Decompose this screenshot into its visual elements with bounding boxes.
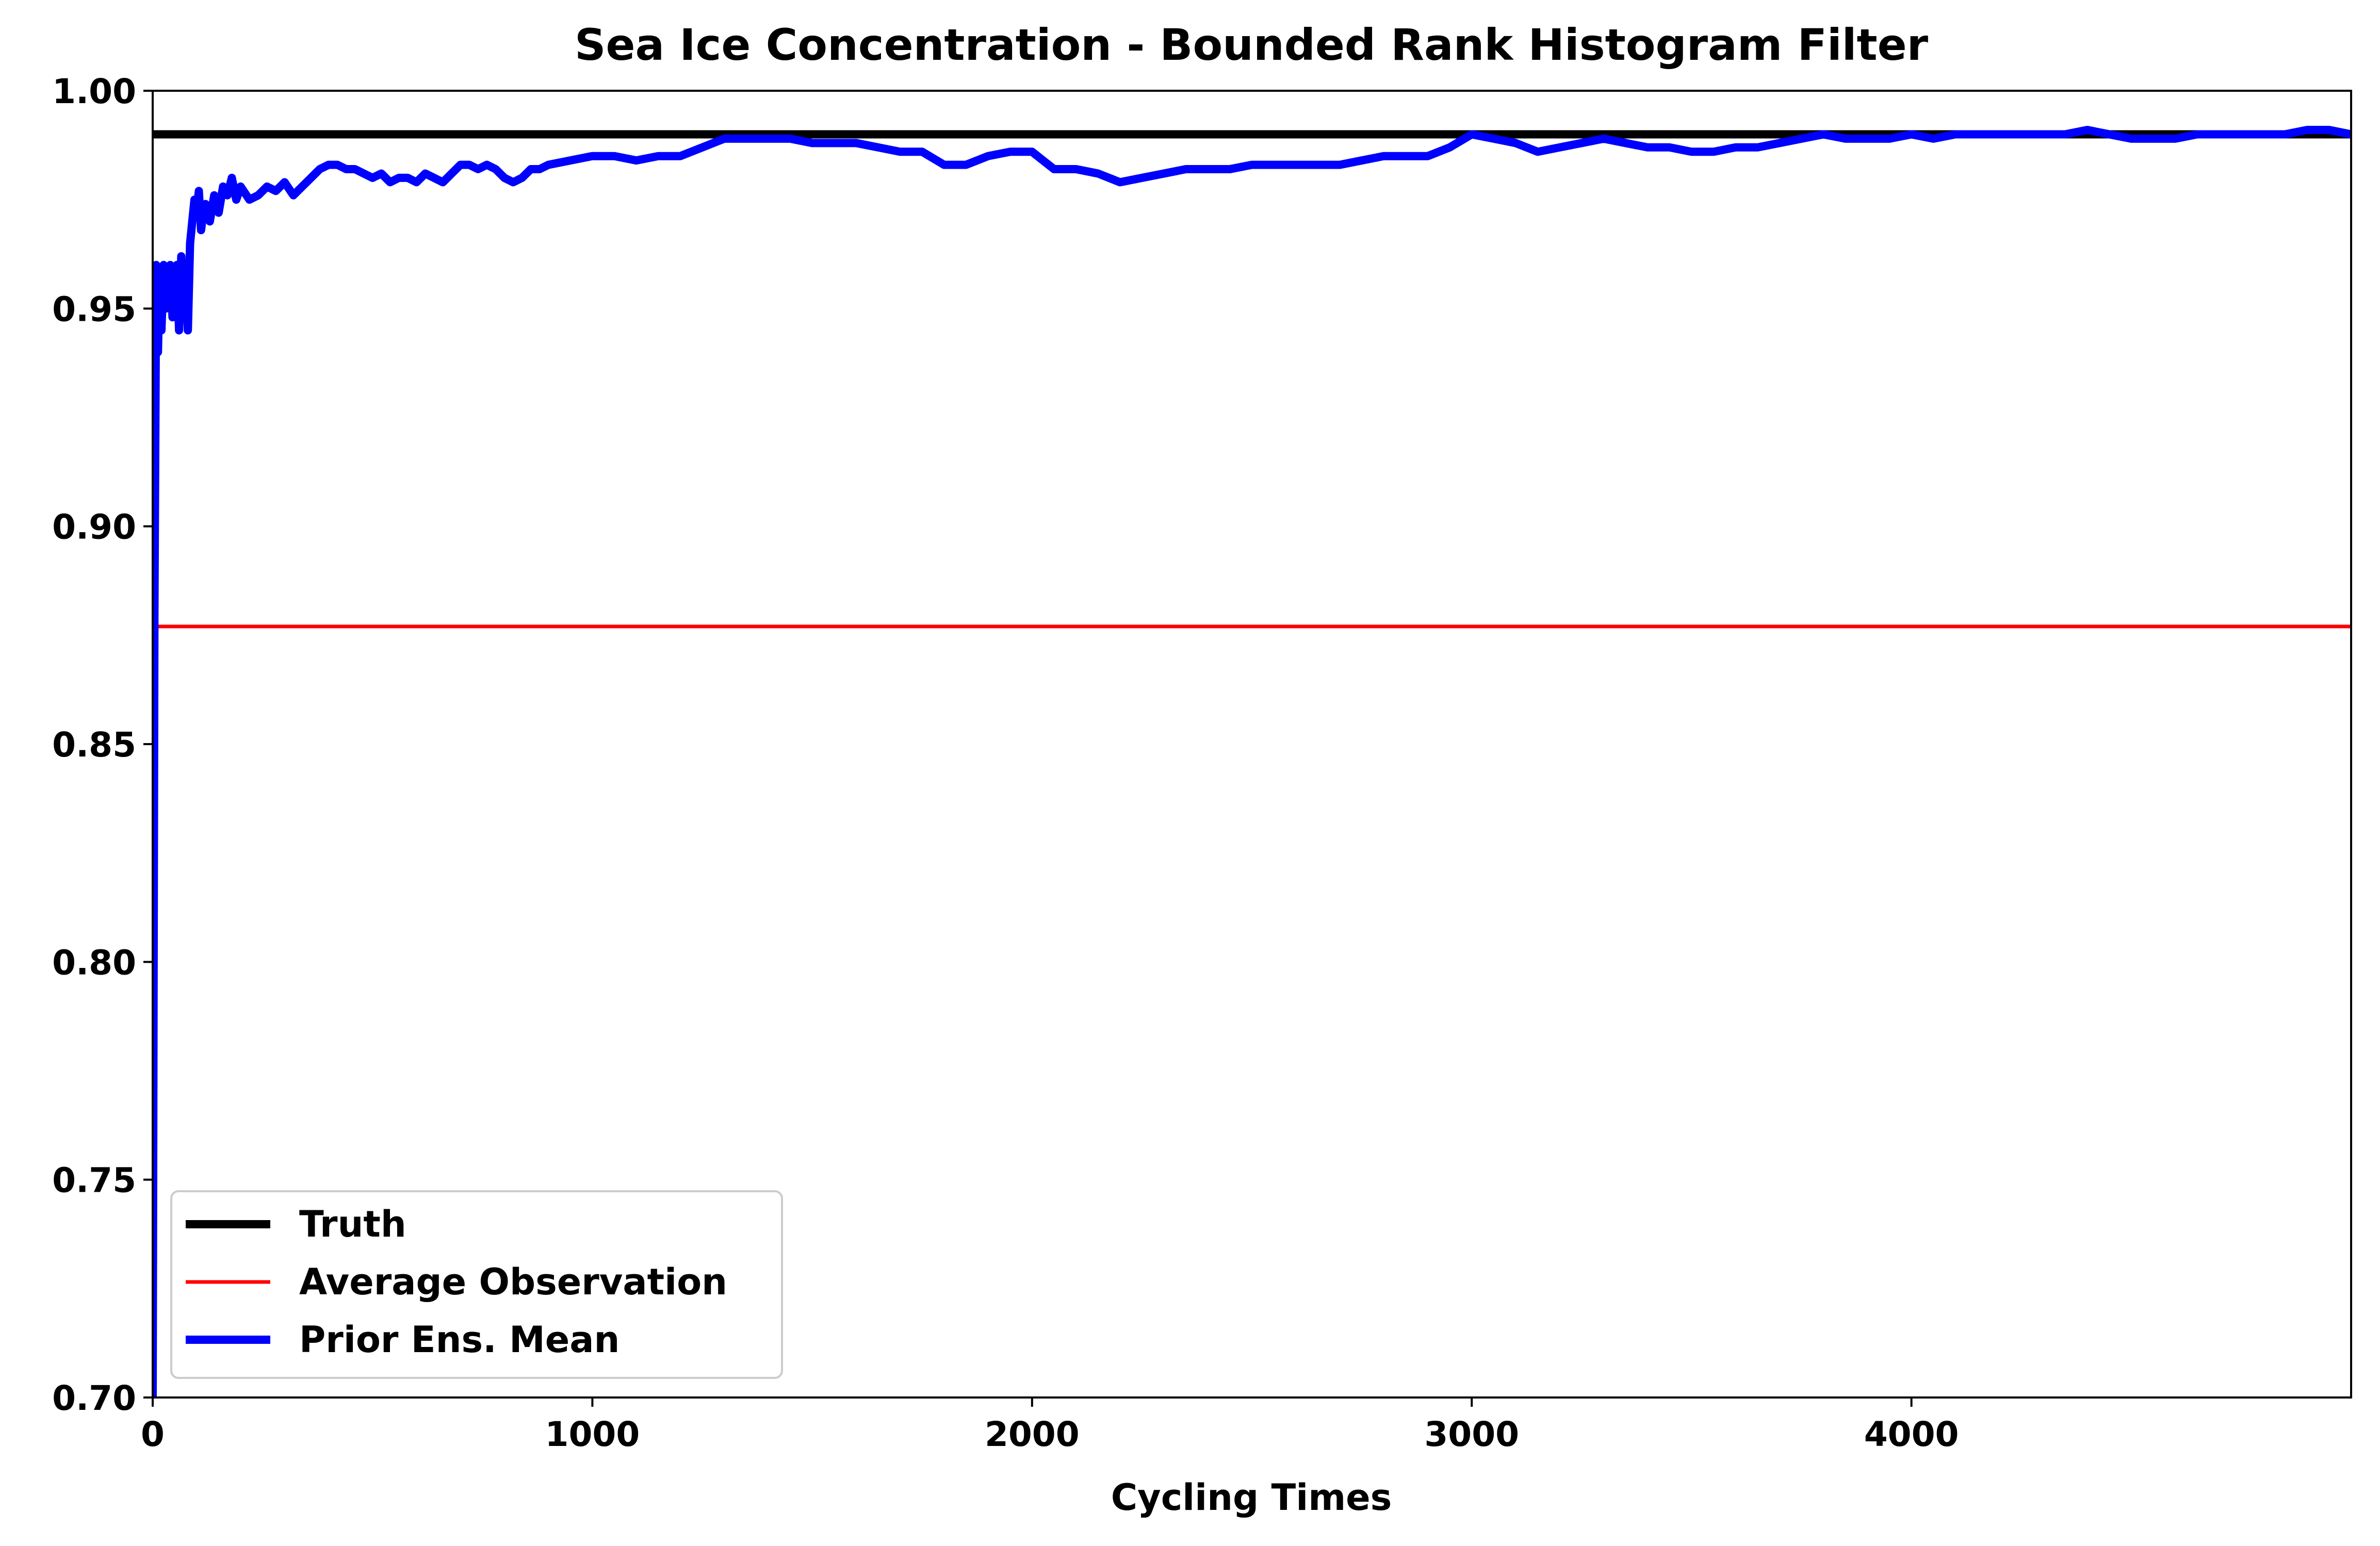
- x-axis: 0 1000 2000 3000 4000: [141, 1397, 1959, 1454]
- chart-title: Sea Ice Concentration - Bounded Rank His…: [575, 20, 1929, 70]
- x-tick-label-3: 3000: [1424, 1415, 1519, 1454]
- x-tick-label-2: 2000: [985, 1415, 1080, 1454]
- x-tick-label-4: 4000: [1864, 1415, 1959, 1454]
- series-layer: [153, 126, 2351, 1397]
- legend-label-0: Truth: [299, 1203, 406, 1245]
- x-axis-label: Cycling Times: [1111, 1476, 1392, 1519]
- y-tick-label-3: 0.85: [52, 725, 136, 765]
- y-tick-label-2: 0.80: [52, 943, 136, 982]
- x-tick-label-1: 1000: [545, 1415, 640, 1454]
- legend-label-2: Prior Ens. Mean: [299, 1319, 620, 1361]
- series-line-2: [153, 126, 2351, 1397]
- y-tick-label-4: 0.90: [52, 507, 136, 547]
- legend-label-1: Average Observation: [299, 1261, 727, 1303]
- y-tick-label-0: 0.70: [52, 1378, 136, 1418]
- y-tick-label-5: 0.95: [52, 289, 136, 329]
- legend-box: [170, 1190, 783, 1379]
- x-tick-label-0: 0: [141, 1415, 165, 1454]
- y-tick-label-1: 0.75: [52, 1161, 136, 1200]
- legend: Truth Average Observation Prior Ens. Mean: [170, 1190, 783, 1379]
- y-tick-label-6: 1.00: [52, 72, 136, 111]
- y-axis: 0.70 0.75 0.80 0.85 0.90 0.95 1.00: [52, 72, 153, 1418]
